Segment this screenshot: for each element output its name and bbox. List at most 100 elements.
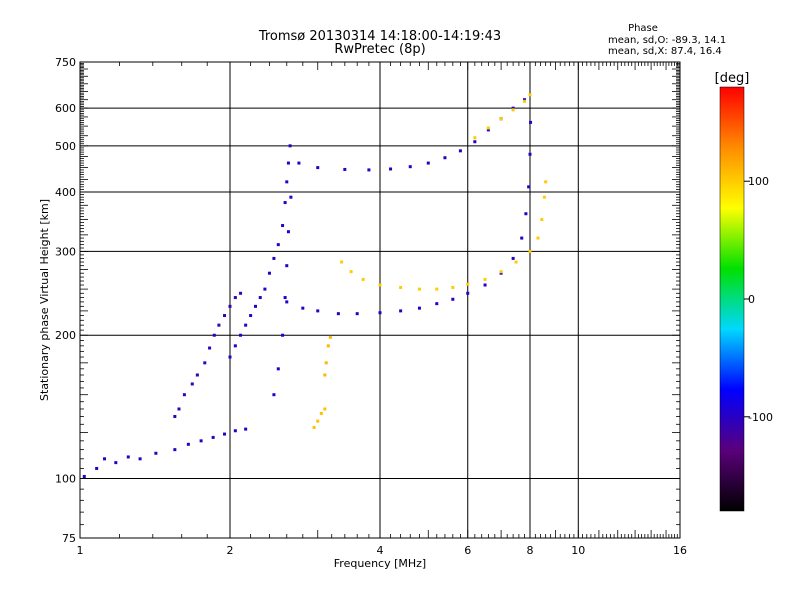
- data-point: [267, 271, 271, 275]
- data-point: [173, 414, 177, 418]
- data-point: [286, 161, 290, 165]
- data-point: [285, 264, 289, 268]
- chart-subtitle: RwPretec (8p): [334, 42, 425, 57]
- data-point: [473, 140, 477, 144]
- data-points: [82, 93, 548, 478]
- data-point: [182, 393, 186, 397]
- y-tick-label: 500: [55, 140, 76, 153]
- data-point: [283, 296, 287, 300]
- data-point: [239, 333, 243, 337]
- x-tick-label: 4: [377, 544, 384, 557]
- data-point: [399, 309, 403, 313]
- colorbar-tick-label: 100: [748, 175, 769, 188]
- y-tick-label: 400: [55, 186, 76, 199]
- y-tick-labels: 75 100 200 300 400 500 600 750: [55, 56, 76, 545]
- data-point: [540, 218, 544, 222]
- data-point: [82, 474, 86, 478]
- data-point: [312, 425, 316, 429]
- data-point: [378, 283, 382, 287]
- data-point: [523, 99, 527, 103]
- colorbar-tick-label: -100: [748, 411, 773, 424]
- grid-lines: [80, 62, 680, 538]
- data-point: [316, 419, 320, 423]
- data-point: [228, 304, 232, 308]
- data-point: [499, 117, 503, 121]
- data-point: [319, 411, 323, 415]
- data-point: [443, 156, 447, 160]
- data-point: [323, 407, 327, 411]
- colorbar-label: [deg]: [715, 71, 750, 86]
- data-point: [103, 457, 107, 461]
- data-point: [349, 270, 353, 274]
- data-point: [276, 367, 280, 371]
- x-tick-label: 6: [464, 544, 471, 557]
- data-point: [281, 333, 285, 337]
- y-tick-label: 600: [55, 102, 76, 115]
- data-point: [195, 373, 199, 377]
- y-tick-label: 100: [55, 473, 76, 486]
- stats-o: mean, sd,O: -89.3, 14.1: [608, 35, 726, 46]
- data-point: [297, 161, 301, 165]
- data-point: [361, 277, 365, 281]
- x-tick-label: 2: [227, 544, 234, 557]
- data-point: [217, 323, 221, 327]
- data-point: [328, 335, 332, 339]
- x-tick-labels: 1 2 4 6 8 10 16: [77, 544, 688, 557]
- data-point: [426, 161, 430, 165]
- data-point: [223, 432, 227, 436]
- y-tick-label: 75: [62, 532, 76, 545]
- data-point: [186, 442, 190, 446]
- data-point: [536, 236, 540, 240]
- data-point: [451, 297, 455, 301]
- data-point: [288, 144, 292, 148]
- data-point: [399, 285, 403, 289]
- data-point: [285, 180, 289, 184]
- y-tick-label: 750: [55, 56, 76, 69]
- data-point: [272, 393, 276, 397]
- x-tick-label: 1: [77, 544, 84, 557]
- data-point: [514, 260, 518, 264]
- axis-ticks: [79, 61, 681, 539]
- data-point: [527, 185, 531, 189]
- data-point: [466, 291, 470, 295]
- data-point: [233, 344, 237, 348]
- data-point: [177, 407, 181, 411]
- data-point: [126, 455, 130, 459]
- data-point: [244, 323, 248, 327]
- x-tick-label: 10: [571, 544, 585, 557]
- data-point: [523, 98, 527, 102]
- data-point: [203, 361, 207, 365]
- data-point: [524, 212, 528, 216]
- data-point: [417, 306, 421, 310]
- data-point: [276, 243, 280, 247]
- colorbar-tick-label: 0: [748, 293, 755, 306]
- data-point: [435, 287, 439, 291]
- data-point: [289, 195, 293, 199]
- data-point: [483, 283, 487, 287]
- data-point: [114, 461, 118, 465]
- data-point: [458, 149, 462, 153]
- data-point: [95, 466, 99, 470]
- data-point: [249, 314, 253, 318]
- data-point: [258, 296, 262, 300]
- y-axis-label: Stationary phase Virtual Height [km]: [38, 199, 51, 401]
- data-point: [263, 287, 267, 291]
- colorbar-ticks: 100 0 -100: [744, 175, 773, 424]
- data-point: [499, 271, 503, 275]
- data-point: [367, 168, 371, 172]
- data-point: [466, 282, 470, 286]
- data-point: [528, 249, 532, 253]
- data-point: [473, 136, 477, 140]
- data-point: [199, 439, 203, 443]
- y-tick-label: 300: [55, 245, 76, 258]
- data-point: [281, 224, 285, 228]
- data-point: [528, 93, 532, 97]
- stats-x: mean, sd,X: 87.4, 16.4: [608, 46, 722, 57]
- data-point: [529, 120, 533, 124]
- data-point: [228, 355, 232, 359]
- data-point: [316, 166, 320, 170]
- data-point: [239, 291, 243, 295]
- colorbar: [719, 86, 745, 512]
- data-point: [378, 311, 382, 315]
